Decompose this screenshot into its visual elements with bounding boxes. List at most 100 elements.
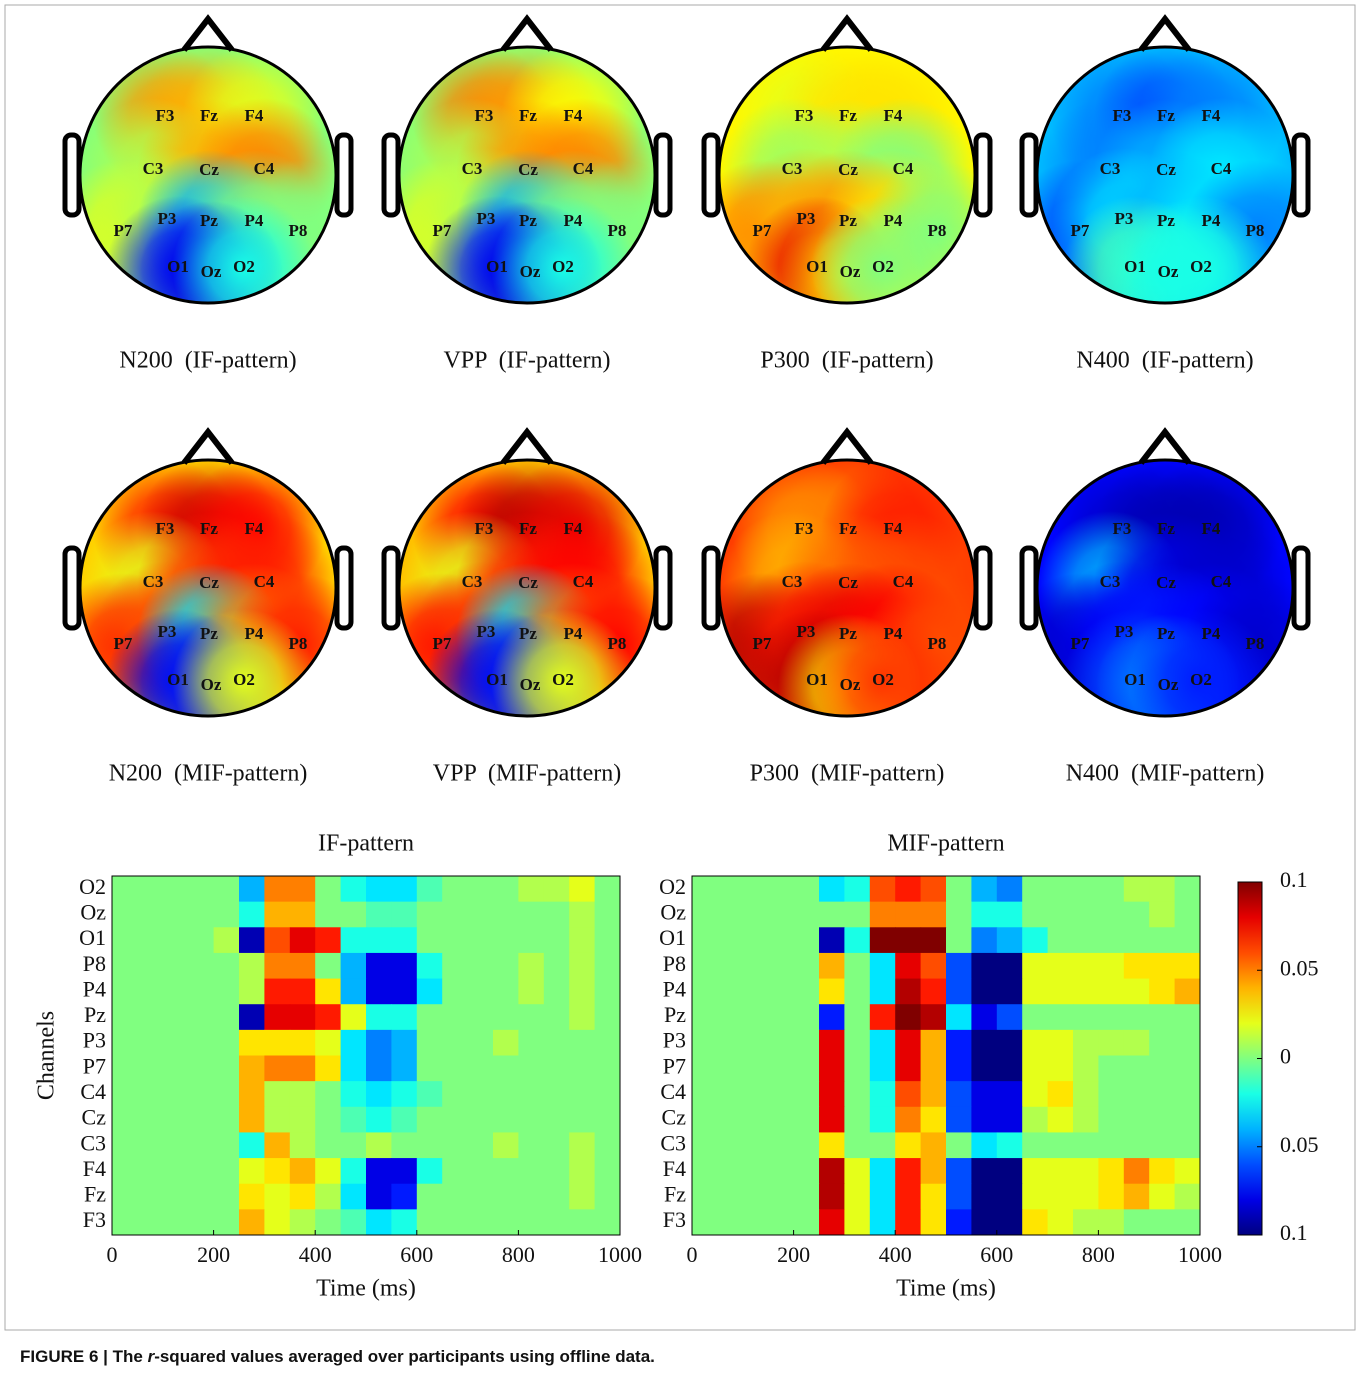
heatmap-cell (595, 1107, 621, 1133)
heatmap-cell (366, 1107, 392, 1133)
heatmap-cell (315, 953, 341, 979)
electrode-label: P8 (289, 634, 308, 653)
heatmap-cell (315, 1004, 341, 1030)
heatmap-cell (997, 876, 1023, 902)
heatmap-cell (819, 979, 845, 1005)
heatmap-cell (819, 1184, 845, 1210)
heatmap-cell (1073, 1056, 1099, 1082)
heatmap-cell (569, 1056, 595, 1082)
ear (384, 548, 398, 628)
heatmap-cell (971, 927, 997, 953)
heatmap-cell (1124, 1056, 1150, 1082)
nose (184, 19, 232, 50)
heatmap-cell (717, 876, 743, 902)
heatmap-cell (819, 1081, 845, 1107)
heatmap-cell (417, 979, 443, 1005)
electrode-label: C4 (254, 572, 275, 591)
heatmap-cell (794, 927, 820, 953)
heatmap-cell (895, 902, 921, 928)
electrode-label: P3 (1115, 209, 1134, 228)
heatmap-cell (468, 953, 494, 979)
heatmap-cell (743, 927, 769, 953)
y-tick-label: Oz (80, 900, 106, 925)
heatmap-cell (417, 927, 443, 953)
heatmap-cell (214, 927, 240, 953)
heatmap-cell (1098, 1004, 1124, 1030)
heatmap-cell (518, 953, 544, 979)
heatmap-cell (163, 1030, 189, 1056)
heatmap-cell (544, 953, 570, 979)
x-tick-label: 1000 (598, 1242, 642, 1267)
heatmap-cell (264, 1209, 290, 1235)
y-tick-label: C3 (80, 1130, 106, 1155)
heatmap-cell (946, 1107, 972, 1133)
electrode-label: O1 (806, 257, 828, 276)
heatmap-cell (1175, 1184, 1201, 1210)
heatmap-cell (819, 1030, 845, 1056)
heatmap-cell (290, 876, 316, 902)
heatmap-cell (895, 1081, 921, 1107)
topomap-title: N400 (IF-pattern) (1076, 348, 1253, 374)
heatmap-cell (468, 876, 494, 902)
heatmap-cell (1149, 1056, 1175, 1082)
electrode-label: P3 (158, 209, 177, 228)
heatmap-cell (366, 1158, 392, 1184)
heatmap-cell (544, 902, 570, 928)
heatmap-cell (794, 1056, 820, 1082)
heatmap-cell (137, 902, 163, 928)
x-tick-label: 400 (879, 1242, 912, 1267)
heatmap-cell (112, 1209, 138, 1235)
heatmap-cell (844, 1107, 870, 1133)
heatmap-cell (595, 1132, 621, 1158)
heatmap-cell (163, 1004, 189, 1030)
heatmap-cell (239, 1056, 265, 1082)
heatmap-cell (264, 1056, 290, 1082)
heatmap-cell (468, 1056, 494, 1082)
heatmap-cell (493, 979, 519, 1005)
heatmap-cell (870, 927, 896, 953)
heatmap-cell (1022, 1004, 1048, 1030)
heatmap-cell (417, 1081, 443, 1107)
heatmap-cell (692, 979, 718, 1005)
heatmap-cell (1149, 1209, 1175, 1235)
heatmap-cell (921, 876, 947, 902)
heatmap-cell (794, 1081, 820, 1107)
heatmap-cell (717, 902, 743, 928)
heatmap-cell (239, 1081, 265, 1107)
caption-label: FIGURE 6 | The (20, 1347, 148, 1366)
heatmap-cell (1149, 953, 1175, 979)
ear (1294, 135, 1308, 215)
electrode-label: P8 (289, 221, 308, 240)
electrode-label: P8 (928, 221, 947, 240)
electrode-label: Pz (200, 211, 218, 230)
electrode-label: F3 (156, 106, 175, 125)
ear (704, 548, 718, 628)
heatmap-cell (768, 979, 794, 1005)
electrode-label: Fz (839, 106, 857, 125)
heatmap-cell (743, 1184, 769, 1210)
heatmap-cell (1149, 1030, 1175, 1056)
topomap (690, 45, 1009, 345)
heatmap-cell (341, 1107, 367, 1133)
heatmap-cell (518, 1004, 544, 1030)
electrode-label: F4 (564, 519, 583, 538)
heatmap-cell (1098, 1107, 1124, 1133)
y-tick-label: P3 (663, 1028, 686, 1053)
electrode-label: Fz (519, 106, 537, 125)
heatmap-cell (1048, 1209, 1074, 1235)
topomap (51, 45, 370, 345)
heatmap-cell (290, 1030, 316, 1056)
y-tick-label: Pz (664, 1002, 686, 1027)
topomap-title: N400 (MIF-pattern) (1066, 761, 1265, 787)
heatmap-cell (971, 1209, 997, 1235)
heatmap-cell (442, 1132, 468, 1158)
heatmap-cell (743, 1004, 769, 1030)
ear (1294, 548, 1308, 628)
heatmap-cell (946, 1184, 972, 1210)
heatmap-cell (743, 1209, 769, 1235)
heatmap-cell (921, 1107, 947, 1133)
colorbar-tick-label: 0.1 (1280, 867, 1308, 892)
heatmap-cell (1022, 1030, 1048, 1056)
heatmap-cell (794, 876, 820, 902)
heatmap-cell (717, 927, 743, 953)
